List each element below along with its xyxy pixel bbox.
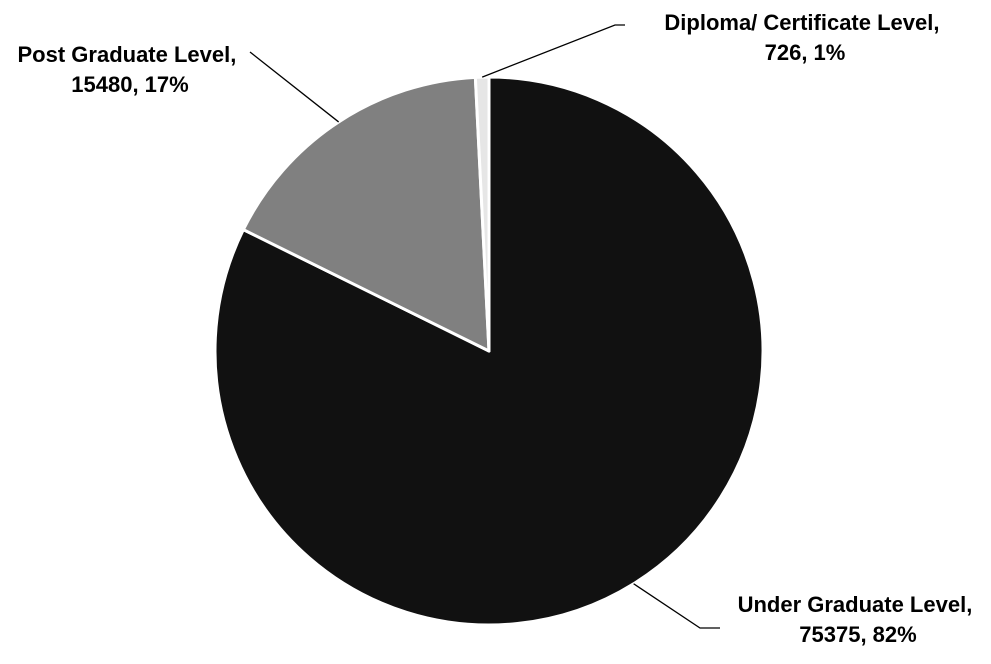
data-label-post-graduate-line1: Post Graduate Level, bbox=[18, 42, 237, 67]
leader-lines-layer bbox=[249, 24, 720, 629]
data-label-diploma-certificate-line1: Diploma/ Certificate Level, bbox=[664, 10, 939, 35]
data-label-post-graduate-line2: 15480, 17% bbox=[71, 72, 188, 97]
leader-line-diploma-certificate bbox=[481, 24, 625, 78]
data-label-diploma-certificate: Diploma/ Certificate Level, 726, 1% bbox=[664, 10, 945, 65]
data-label-under-graduate: Under Graduate Level, 75375, 82% bbox=[738, 592, 979, 647]
slices-layer bbox=[213, 75, 765, 627]
leader-line-post-graduate bbox=[249, 51, 340, 123]
leader-line-under-graduate bbox=[633, 583, 720, 629]
data-label-post-graduate: Post Graduate Level, 15480, 17% bbox=[18, 42, 243, 97]
data-labels-layer: Under Graduate Level, 75375, 82% Post Gr… bbox=[18, 10, 979, 647]
data-label-under-graduate-line1: Under Graduate Level, bbox=[738, 592, 973, 617]
pie-slice-under-graduate-level bbox=[213, 75, 765, 627]
data-label-under-graduate-line2: 75375, 82% bbox=[799, 622, 916, 647]
data-label-diploma-certificate-line2: 726, 1% bbox=[765, 40, 846, 65]
